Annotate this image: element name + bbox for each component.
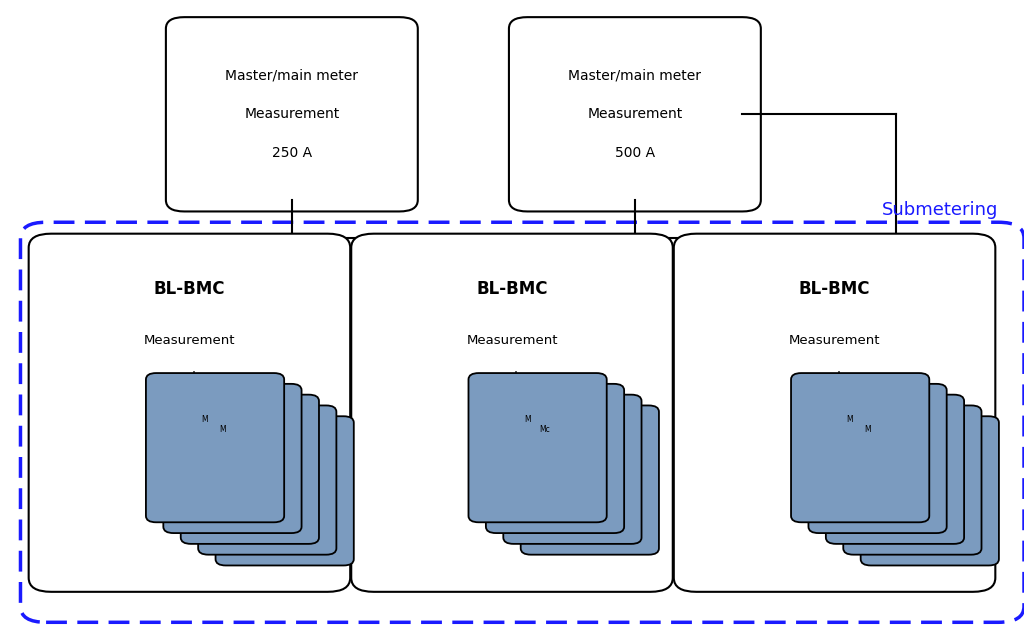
FancyBboxPatch shape <box>163 384 301 533</box>
FancyBboxPatch shape <box>29 234 350 592</box>
Text: BL-BMC: BL-BMC <box>154 280 225 298</box>
Text: Measurement
point #20

(25A): Measurement point #20 (25A) <box>556 455 624 505</box>
Text: Submetering: Submetering <box>882 201 998 219</box>
Text: Measurement

center: Measurement center <box>143 334 236 384</box>
Text: Measurement

center: Measurement center <box>788 334 881 384</box>
FancyBboxPatch shape <box>844 406 981 555</box>
Text: Measurement
point #10

(63A): Measurement point #10 (63A) <box>896 466 964 516</box>
Text: BL-BMC: BL-BMC <box>476 280 548 298</box>
Text: M: M <box>219 425 225 434</box>
Text: BL-BMC: BL-BMC <box>799 280 870 298</box>
Text: Measurement: Measurement <box>241 447 294 456</box>
Text: Mc: Mc <box>540 425 550 434</box>
Text: Master/main meter

Measurement

250 A: Master/main meter Measurement 250 A <box>225 69 358 160</box>
FancyBboxPatch shape <box>351 234 673 592</box>
FancyBboxPatch shape <box>180 395 319 544</box>
FancyBboxPatch shape <box>809 384 946 533</box>
FancyBboxPatch shape <box>509 17 761 211</box>
FancyBboxPatch shape <box>860 417 999 565</box>
FancyBboxPatch shape <box>486 384 625 533</box>
Text: Mc: Mc <box>880 436 890 445</box>
FancyBboxPatch shape <box>469 373 606 522</box>
Text: Measurement: Measurement <box>886 447 939 456</box>
Text: M: M <box>524 415 530 424</box>
FancyBboxPatch shape <box>199 406 336 555</box>
Text: Measurement
point #20

(35A): Measurement point #20 (35A) <box>251 466 318 516</box>
Text: Measurement: Measurement <box>546 436 599 445</box>
FancyBboxPatch shape <box>791 373 930 522</box>
FancyBboxPatch shape <box>504 395 641 544</box>
Text: Measurement

center: Measurement center <box>466 334 558 384</box>
FancyBboxPatch shape <box>674 234 995 592</box>
FancyBboxPatch shape <box>166 17 418 211</box>
Text: Master/main meter

Measurement

500 A: Master/main meter Measurement 500 A <box>568 69 701 160</box>
Text: M: M <box>847 415 853 424</box>
Text: Mc: Mc <box>234 436 245 445</box>
FancyBboxPatch shape <box>825 395 965 544</box>
FancyBboxPatch shape <box>215 417 354 565</box>
FancyBboxPatch shape <box>521 406 659 555</box>
FancyBboxPatch shape <box>145 373 284 522</box>
Text: M: M <box>202 415 208 424</box>
Text: M: M <box>864 425 870 434</box>
